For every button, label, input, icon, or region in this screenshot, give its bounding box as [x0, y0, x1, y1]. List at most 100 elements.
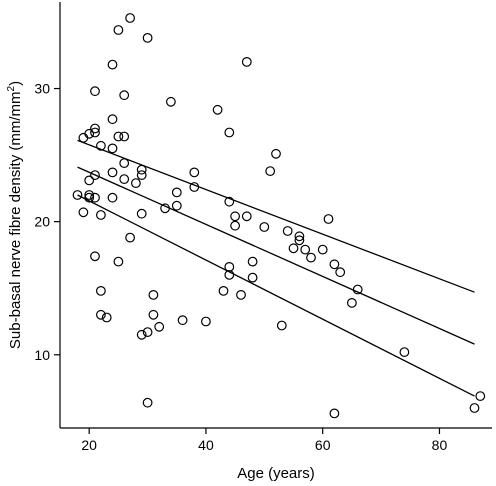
data-point [90, 123, 100, 134]
regression-line-3 [77, 194, 475, 397]
data-point [317, 244, 328, 255]
regression-line-1 [77, 139, 475, 293]
x-axis-title: Age (years) [237, 465, 315, 482]
data-point [347, 298, 357, 308]
data-point [236, 290, 246, 300]
data-point [323, 214, 334, 224]
data-point [136, 164, 147, 175]
data-point [119, 90, 130, 101]
data-point [136, 208, 147, 219]
data-point [119, 131, 130, 142]
data-point [113, 131, 124, 142]
data-point [171, 187, 182, 198]
data-point [247, 256, 258, 267]
data-point [142, 33, 153, 43]
data-point [241, 211, 252, 222]
data-point [119, 158, 130, 169]
data-point [95, 286, 106, 296]
data-point [148, 290, 159, 300]
data-point [95, 309, 106, 320]
data-point [224, 196, 235, 207]
data-point [329, 408, 340, 419]
data-point [113, 25, 124, 35]
data-point [107, 59, 118, 70]
x-tick-label: 20 [81, 437, 97, 453]
data-point [101, 312, 112, 323]
ticks: 20 40 60 80 10 20 30 [34, 81, 447, 453]
axes [59, 2, 492, 429]
data-point [95, 210, 106, 220]
data-point [247, 272, 258, 283]
data-point [95, 140, 106, 151]
data-point [282, 226, 293, 236]
data-point [189, 167, 200, 178]
data-point [160, 203, 171, 214]
data-point [469, 403, 480, 413]
data-point [142, 327, 153, 338]
data-point [224, 262, 235, 272]
data-point [90, 251, 100, 262]
data-point [113, 256, 124, 267]
y-axis-title-superscript: 2 [6, 85, 17, 91]
data-point [241, 57, 252, 67]
data-point [399, 347, 410, 358]
data-point [335, 267, 346, 278]
data-point [148, 309, 159, 320]
data-point [475, 391, 486, 402]
data-point [224, 270, 235, 280]
data-point [107, 192, 118, 203]
data-point [78, 207, 89, 218]
data-points [72, 13, 486, 419]
y-tick-label: 20 [34, 214, 50, 230]
x-tick-label: 40 [198, 437, 214, 453]
data-point [154, 321, 165, 332]
data-point [265, 166, 276, 177]
data-point [259, 222, 270, 232]
y-axis-title: Sub-basal nerve fibre density (mm/mm2) [6, 81, 24, 349]
data-point [136, 170, 147, 181]
data-point [218, 286, 229, 296]
data-point [352, 284, 363, 295]
y-axis-title-main: Sub-basal nerve fibre density (mm/mm [7, 91, 24, 349]
data-point [72, 190, 83, 200]
data-point [107, 167, 118, 178]
y-tick-label: 30 [34, 81, 50, 97]
data-point [212, 104, 223, 115]
data-point [107, 143, 118, 154]
data-point [107, 114, 118, 125]
data-point [294, 231, 305, 242]
data-point [90, 86, 100, 97]
data-point [200, 316, 211, 327]
data-point [171, 200, 182, 211]
data-point [84, 192, 95, 203]
data-point [125, 232, 136, 243]
data-point [90, 127, 100, 138]
data-point [165, 96, 176, 107]
y-axis-title-end: ) [7, 81, 24, 86]
data-point [189, 182, 200, 192]
data-point [84, 190, 95, 200]
data-point [84, 175, 95, 186]
data-point [90, 170, 100, 181]
data-point [230, 211, 241, 222]
data-point [288, 243, 299, 254]
data-point [276, 320, 287, 331]
data-point [84, 128, 95, 139]
data-point [90, 192, 100, 203]
x-tick-label: 80 [432, 437, 448, 453]
data-point [306, 252, 316, 263]
data-point [119, 174, 130, 185]
data-point [329, 259, 340, 270]
regression-line-2 [77, 166, 475, 345]
x-tick-label: 60 [315, 437, 331, 453]
data-point [271, 148, 281, 159]
data-point [230, 220, 241, 231]
y-tick-label: 10 [34, 347, 50, 363]
data-point [300, 244, 311, 255]
data-point [294, 235, 305, 246]
data-point [177, 315, 188, 326]
data-point [142, 397, 153, 408]
data-point [136, 329, 147, 340]
data-point [130, 178, 141, 189]
